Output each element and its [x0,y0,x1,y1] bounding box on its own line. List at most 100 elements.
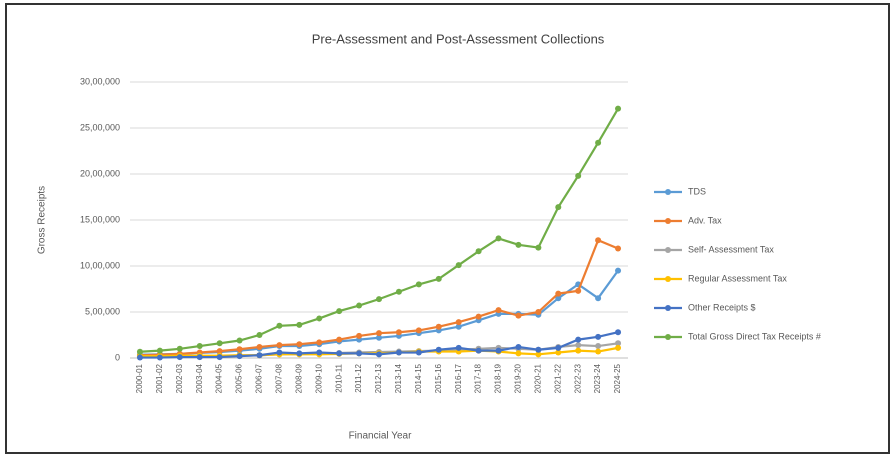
data-point [216,340,223,347]
data-point [575,287,582,294]
data-point [595,139,602,146]
legend-marker [665,189,671,195]
y-axis-label: Gross Receipts [37,186,48,254]
legend-label: Regular Assessment Tax [688,273,787,283]
data-point [555,344,562,351]
x-tick-label: 2018-19 [494,363,503,393]
data-point [316,349,323,356]
chart-title: Pre-Assessment and Post-Assessment Colle… [312,31,605,46]
x-tick-label: 2022-23 [573,363,582,393]
data-point [236,337,243,344]
data-point [455,319,462,326]
x-tick-label: 2009-10 [314,363,323,393]
data-point [615,340,622,347]
legend-marker [665,247,671,253]
data-point [595,348,602,355]
data-point [495,347,502,354]
x-tick-label: 2005-06 [235,363,244,393]
data-point [316,315,323,322]
legend-marker [665,334,671,340]
data-point [256,343,263,350]
data-point [615,344,622,351]
data-point [435,275,442,282]
data-point [296,350,303,357]
data-point [535,309,542,315]
data-point [435,323,442,330]
data-point [156,354,163,361]
data-point [595,295,602,302]
y-tick-label: 30,00,000 [80,76,120,86]
data-point [575,172,582,179]
data-point [515,241,522,248]
legend-marker [665,218,671,224]
x-tick-label: 2000-01 [135,363,144,393]
x-tick-label: 2002-03 [175,363,184,393]
x-tick-label: 2020-21 [533,363,542,393]
y-tick-label: 10,00,000 [80,260,120,270]
x-tick-label: 2003-04 [195,363,204,393]
data-point [555,204,562,211]
x-tick-label: 2019-20 [514,363,523,393]
y-tick-label: 5,00,000 [85,306,120,316]
x-tick-label: 2004-05 [215,363,224,393]
data-point [415,349,422,356]
data-point [515,343,522,350]
data-point [395,349,402,356]
data-point [296,341,303,348]
x-tick-label: 2016-17 [454,363,463,393]
data-point [376,296,382,303]
chart-frame [5,3,890,454]
data-point [535,346,542,353]
x-tick-label: 2021-22 [553,363,562,393]
x-tick-label: 2007-08 [275,363,284,393]
data-point [615,329,622,336]
legend-label: TDS [688,186,706,196]
data-point [316,339,323,346]
data-point [455,323,462,330]
data-point [495,235,502,242]
data-point [236,353,243,360]
data-point [196,354,203,361]
x-tick-label: 2012-13 [374,363,383,393]
data-point [615,245,622,252]
data-point [575,342,582,349]
x-tick-label: 2017-18 [474,363,483,393]
data-point [595,333,602,340]
x-tick-label: 2011-12 [354,363,363,392]
data-point [555,290,562,297]
data-point [336,336,343,343]
data-point [575,336,582,343]
data-point [356,350,363,357]
data-point [615,267,622,274]
data-point [475,347,482,354]
x-tick-label: 2008-09 [294,363,303,393]
data-point [555,295,562,302]
data-point [276,322,283,329]
data-point [136,348,143,355]
data-point [356,332,363,339]
data-point [176,345,183,352]
data-point [595,237,602,244]
data-point [236,346,243,353]
legend-label: Adv. Tax [688,215,722,225]
data-point [575,347,582,354]
x-tick-label: 2015-16 [434,363,443,393]
y-tick-label: 0 [115,352,120,362]
data-point [455,262,462,269]
x-tick-label: 2024-25 [613,363,622,393]
data-point [515,350,522,357]
data-point [376,330,382,337]
data-point [216,348,223,355]
data-point [415,327,422,334]
x-tick-label: 2006-07 [255,363,264,393]
x-tick-label: 2013-14 [394,363,403,393]
data-point [376,351,382,358]
data-point [435,346,442,353]
data-point [455,344,462,351]
data-point [415,281,422,288]
data-point [555,349,562,356]
x-tick-label: 2023-24 [593,363,602,393]
data-point [296,321,303,328]
y-tick-label: 15,00,000 [80,214,120,224]
